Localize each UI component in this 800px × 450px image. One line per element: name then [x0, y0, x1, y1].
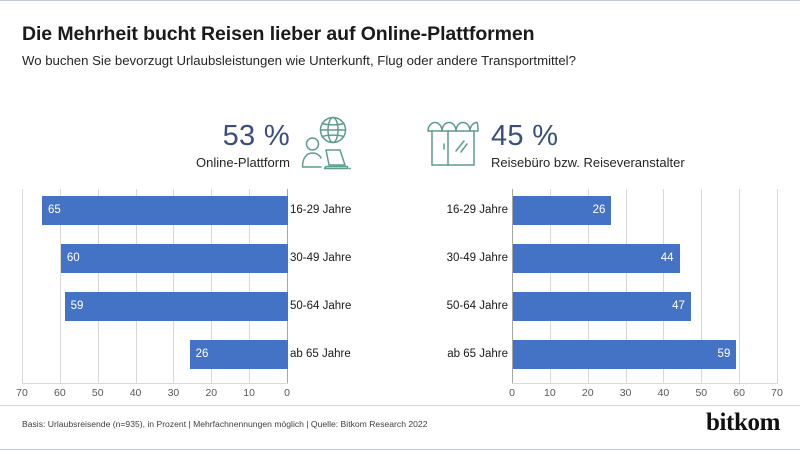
gridline [549, 189, 551, 384]
bar-value-label: 59 [70, 299, 84, 312]
gridline [135, 189, 137, 384]
chart-reisebuero: 26 44 47 59 [512, 189, 778, 384]
category-label: ab 65 Jahre [290, 348, 351, 360]
page-subtitle: Wo buchen Sie bevorzugt Urlaubsleistunge… [22, 53, 576, 68]
bar[interactable]: 26 [513, 196, 612, 225]
axis-tick-label: 10 [544, 387, 556, 399]
value-axis-line [512, 189, 513, 384]
gridline [663, 189, 665, 384]
axis-tick-label: 40 [657, 387, 670, 399]
bar-value-label: 26 [592, 203, 606, 216]
gridline [587, 189, 589, 384]
category-axis-line [22, 383, 288, 384]
x-axis-ticks-right: 0 10 20 30 40 50 60 70 [509, 387, 783, 403]
gridline [249, 189, 251, 384]
gridline [739, 189, 741, 384]
bar[interactable]: 26 [189, 340, 288, 369]
header: Die Mehrheit bucht Reisen lieber auf Onl… [22, 23, 782, 68]
x-axis-ticks-left: 70 60 50 40 30 20 10 0 [16, 387, 290, 403]
panel-percent-right: 45 % [491, 120, 559, 153]
axis-tick-label: 30 [619, 387, 632, 399]
storefront-icon [424, 113, 482, 171]
axis-tick-label: 0 [284, 387, 290, 399]
bar-value-label: 26 [195, 347, 209, 360]
plot-area-left: 65 60 59 26 [22, 189, 288, 384]
gridline [173, 189, 175, 384]
bar[interactable]: 47 [513, 292, 691, 321]
panel-header-text-left: 53 % Online-Plattform [196, 120, 290, 171]
axis-tick-label: 50 [695, 387, 708, 399]
axis-tick-label: 40 [129, 387, 142, 399]
bar[interactable]: 59 [64, 292, 288, 321]
bar[interactable]: 59 [513, 340, 737, 369]
bar[interactable]: 65 [41, 196, 288, 225]
category-label: 50-64 Jahre [446, 300, 508, 312]
person-laptop-globe-icon [299, 113, 351, 171]
bar-value-label: 44 [660, 251, 674, 264]
gridline [59, 189, 61, 384]
bar[interactable]: 60 [60, 244, 288, 273]
category-labels-left: 16-29 Jahre 30-49 Jahre 50-64 Jahre ab 65 J… [290, 189, 410, 384]
chart-online-plattform: 65 60 59 26 [22, 189, 288, 384]
axis-tick-label: 20 [581, 387, 594, 399]
bar-value-label: 65 [47, 203, 61, 216]
bar-value-label: 59 [717, 347, 731, 360]
page-title: Die Mehrheit bucht Reisen lieber auf Onl… [22, 23, 535, 45]
category-label: 30-49 Jahre [290, 252, 352, 264]
gridline [625, 189, 627, 384]
category-label: 50-64 Jahre [290, 300, 352, 312]
gridline [22, 189, 23, 384]
panel-label-right: Reisebüro bzw. Reiseveranstalter [491, 155, 685, 171]
footnote: Basis: Urlaubsreisende (n=935), in Proze… [22, 419, 428, 429]
axis-tick-label: 20 [205, 387, 218, 399]
panel-percent-left: 53 % [222, 120, 290, 153]
category-label: 30-49 Jahre [446, 252, 508, 264]
category-axis-line [512, 383, 778, 384]
bar-value-label: 60 [66, 251, 80, 264]
bitkom-logo: bitkom [705, 409, 780, 436]
bar[interactable]: 44 [513, 244, 680, 273]
gridline [97, 189, 99, 384]
axis-tick-label: 60 [54, 387, 66, 399]
category-label: 16-29 Jahre [446, 204, 508, 216]
axis-tick-label: 10 [243, 387, 255, 399]
panel-label-left: Online-Plattform [196, 155, 290, 171]
bar-value-label: 47 [672, 299, 685, 312]
axis-tick-label: 50 [91, 387, 104, 399]
gridline [777, 189, 778, 384]
category-label: ab 65 Jahre [447, 348, 508, 360]
category-labels-right: 16-29 Jahre 30-49 Jahre 50-64 Jahre ab 65 J… [388, 189, 508, 384]
panel-header-reisebuero: 45 % Reisebüro bzw. Reiseveranstalter [424, 113, 685, 171]
value-axis-line [287, 189, 288, 384]
gridline [701, 189, 703, 384]
panel-header-text-right: 45 % Reisebüro bzw. Reiseveranstalter [491, 120, 685, 171]
footer-divider [0, 405, 800, 406]
category-label: 16-29 Jahre [290, 204, 352, 216]
axis-tick-label: 70 [771, 387, 783, 399]
axis-tick-label: 70 [16, 387, 28, 399]
gridline [211, 189, 213, 384]
plot-area-right: 26 44 47 59 [512, 189, 778, 384]
axis-tick-label: 0 [509, 387, 515, 399]
axis-tick-label: 60 [733, 387, 745, 399]
axis-tick-label: 30 [167, 387, 180, 399]
panel-header-online-plattform: 53 % Online-Plattform [196, 113, 351, 171]
